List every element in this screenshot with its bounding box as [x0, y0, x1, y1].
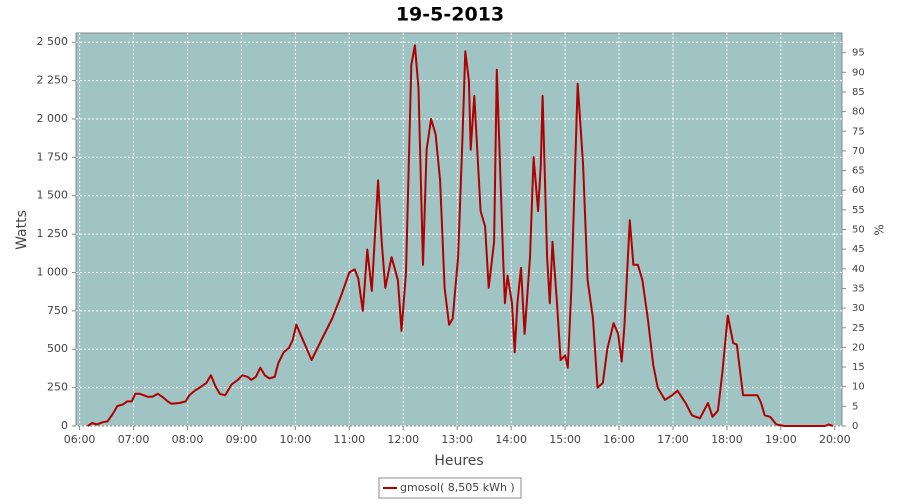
y2-axis-label: %	[873, 224, 887, 235]
y-axis-label: Watts	[14, 210, 30, 250]
legend-box	[378, 477, 522, 499]
y2-tick-label: 20	[852, 342, 865, 353]
x-tick-label: 19:00	[765, 433, 797, 446]
y2-tick-label: 0	[852, 421, 858, 432]
y-tick-label: 2 250	[37, 74, 69, 87]
x-tick-label: 14:00	[495, 433, 527, 446]
y2-tick-label: 5	[852, 401, 858, 412]
y2-tick-label: 30	[852, 303, 865, 314]
y2-tick-label: 35	[852, 283, 865, 294]
y2-tick-label: 85	[852, 87, 865, 98]
y2-tick-label: 65	[852, 166, 865, 177]
x-tick-label: 11:00	[333, 433, 365, 446]
y-tick-label: 1 000	[37, 265, 69, 278]
y2-tick-label: 45	[852, 244, 865, 255]
x-tick-label: 07:00	[118, 433, 150, 446]
x-tick-label: 16:00	[603, 433, 635, 446]
y-tick-label: 1 750	[37, 150, 69, 163]
y2-tick-label: 60	[852, 185, 865, 196]
y2-tick-label: 50	[852, 225, 865, 236]
x-tick-label: 18:00	[711, 433, 743, 446]
chart-title: 19-5-2013	[396, 4, 504, 26]
y2-tick-label: 90	[852, 67, 865, 78]
y-tick-label: 0	[61, 419, 68, 432]
x-axis-label: Heures	[434, 453, 483, 469]
y2-tick-label: 70	[852, 146, 865, 157]
x-tick-label: 12:00	[387, 433, 419, 446]
y-tick-label: 750	[47, 304, 68, 317]
y2-tick-label: 25	[852, 323, 865, 334]
y2-tick-label: 10	[852, 382, 865, 393]
y2-tick-label: 80	[852, 107, 865, 118]
x-tick-label: 17:00	[657, 433, 689, 446]
y2-tick-label: 15	[852, 362, 865, 373]
x-tick-label: 10:00	[280, 433, 312, 446]
y2-tick-label: 55	[852, 205, 865, 216]
y-tick-label: 250	[47, 381, 68, 394]
x-tick-label: 20:00	[819, 433, 851, 446]
y-tick-label: 2 000	[37, 112, 69, 125]
series-line	[87, 44, 834, 427]
y2-tick-label: 40	[852, 264, 865, 275]
legend-label: gmosol( 8,505 kWh )	[400, 481, 515, 494]
y2-tick-label: 75	[852, 126, 865, 137]
y-tick-label: 2 500	[37, 35, 69, 48]
y2-tick-label: 95	[852, 48, 865, 59]
x-tick-label: 08:00	[172, 433, 204, 446]
y-tick-label: 1 500	[37, 189, 69, 202]
x-tick-label: 06:00	[64, 433, 96, 446]
y-tick-label: 1 250	[37, 227, 69, 240]
x-tick-label: 13:00	[441, 433, 473, 446]
x-tick-label: 09:00	[226, 433, 258, 446]
x-tick-label: 15:00	[549, 433, 581, 446]
y-tick-label: 500	[47, 342, 68, 355]
